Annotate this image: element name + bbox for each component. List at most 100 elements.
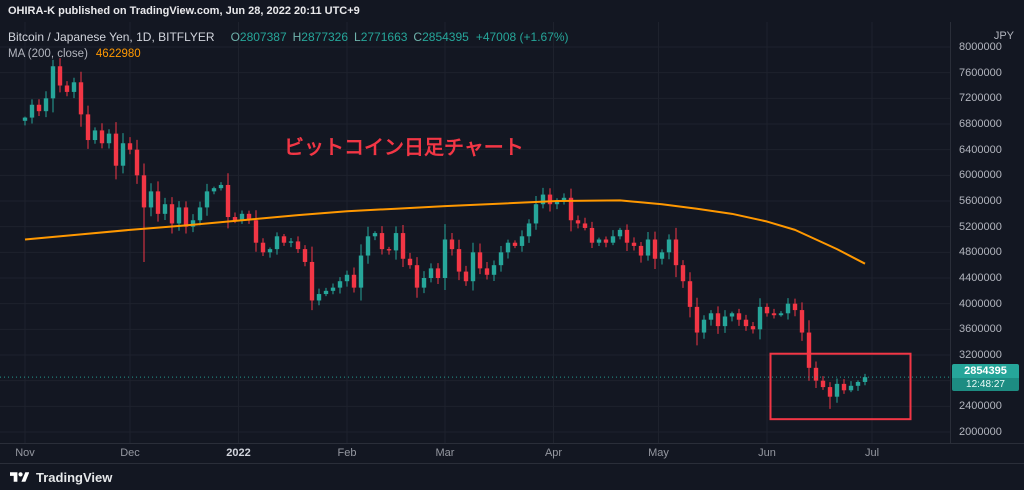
candle-body: [673, 239, 679, 266]
time-tick: Mar: [435, 447, 455, 459]
candle-body: [22, 117, 28, 121]
price-tick: 6400000: [959, 143, 1002, 156]
high-label: H: [292, 30, 302, 44]
time-tick: Jun: [758, 447, 776, 459]
candle-body: [190, 220, 196, 227]
candle-body: [106, 133, 112, 144]
candle-body: [316, 294, 322, 301]
candle-body: [638, 245, 644, 256]
candle-body: [435, 268, 441, 278]
candle-body: [617, 229, 623, 237]
price-tick: 3600000: [959, 323, 1002, 336]
candle-body: [785, 303, 791, 314]
candle-body: [64, 85, 70, 92]
candle-body: [526, 223, 532, 237]
ma-legend-label[interactable]: MA (200, close): [8, 48, 88, 60]
time-tick: Apr: [544, 447, 563, 459]
close-label: C: [413, 30, 423, 44]
candle-body: [659, 252, 665, 259]
candle-body: [778, 313, 784, 316]
candle-body: [771, 313, 777, 316]
candle-body: [596, 239, 602, 243]
candle-body: [484, 268, 490, 275]
candle-body: [99, 130, 105, 144]
time-tick: 2022: [226, 447, 251, 459]
low-value: 2771663: [360, 30, 408, 44]
time-tick: Dec: [120, 447, 140, 459]
candle-body: [155, 191, 161, 214]
candle-body: [225, 184, 231, 218]
time-tick: Jul: [864, 447, 880, 459]
candle-body: [470, 252, 476, 282]
candle-body: [561, 197, 567, 201]
price-tick: 5200000: [959, 220, 1002, 233]
symbol-title[interactable]: Bitcoin / Japanese Yen, 1D, BITFLYER: [8, 30, 215, 44]
candle-body: [799, 310, 805, 333]
candle-body: [442, 239, 448, 278]
candle-body: [582, 223, 588, 228]
annotation-text[interactable]: ビットコイン日足チャート: [284, 136, 524, 159]
candle-body: [813, 367, 819, 381]
candle-body: [645, 239, 651, 256]
candle-body: [302, 249, 308, 262]
price-axis[interactable]: JPY 2854395 12:48:27 8000000 7600000 72000…: [950, 22, 1024, 443]
candle-body: [540, 194, 546, 205]
candle-body: [421, 278, 427, 288]
legend-ma-row: MA (200, close) 4622980: [8, 45, 569, 62]
candle-body: [211, 188, 217, 192]
price-tick: 4800000: [959, 246, 1002, 259]
candle-body: [687, 281, 693, 307]
candle-body: [827, 387, 833, 397]
candle-body: [456, 249, 462, 272]
candle-body: [358, 255, 364, 288]
tradingview-logo-icon[interactable]: [10, 470, 29, 485]
candle-body: [568, 197, 574, 221]
legend-symbol-row: Bitcoin / Japanese Yen, 1D, BITFLYER O280…: [8, 29, 569, 45]
time-axis[interactable]: Nov Dec 2022 Feb Mar Apr May Jun Jul: [0, 443, 1024, 463]
tradingview-brand[interactable]: TradingView: [36, 469, 113, 485]
candle-body: [183, 207, 189, 227]
candle-body: [519, 236, 525, 246]
current-price-value: 2854395: [952, 364, 1019, 379]
current-price-label: 2854395 12:48:27: [952, 364, 1019, 392]
candle-body: [141, 175, 147, 208]
change-value: +47008 (+1.67%): [475, 30, 569, 44]
ma-legend-value: 4622980: [95, 48, 141, 60]
price-tick: 4400000: [959, 272, 1002, 284]
price-chart[interactable]: ビットコイン日足チャート: [0, 22, 950, 443]
candle-body: [834, 383, 840, 397]
candle-body: [134, 149, 140, 176]
chart-plot-area[interactable]: ビットコイン日足チャート Bitcoin / Japanese Yen, 1D,…: [0, 22, 950, 443]
close-value: 2854395: [422, 30, 469, 44]
price-tick: 6000000: [959, 169, 1002, 182]
candle-body: [365, 236, 371, 256]
candle-body: [624, 229, 630, 243]
candle-body: [43, 98, 49, 112]
candle-body: [414, 265, 420, 288]
candle-body: [176, 207, 182, 224]
candle-body: [85, 114, 91, 141]
price-tick: 3200000: [959, 349, 1002, 361]
candle-body: [204, 191, 210, 208]
price-tick: 7200000: [959, 92, 1002, 105]
candle-body: [57, 66, 63, 86]
price-tick: 2000000: [959, 426, 1002, 438]
high-value: 2877326: [301, 30, 349, 44]
candle-body: [36, 104, 42, 112]
currency-label: JPY: [993, 30, 1014, 42]
candle-body: [239, 213, 245, 221]
candle-body: [708, 313, 714, 320]
candle-body: [120, 143, 126, 166]
annotation-rectangle[interactable]: [769, 352, 912, 421]
candle-body: [554, 201, 560, 205]
candle-body: [505, 242, 511, 253]
candle-body: [792, 303, 798, 311]
candle-body: [729, 313, 735, 317]
candle-body: [547, 194, 553, 205]
candle-body: [127, 143, 133, 150]
time-tick: Feb: [337, 447, 357, 459]
candle-body: [666, 239, 672, 253]
candle-body: [820, 380, 826, 388]
ma200-line[interactable]: [24, 199, 866, 265]
price-tick: 5600000: [959, 195, 1002, 207]
